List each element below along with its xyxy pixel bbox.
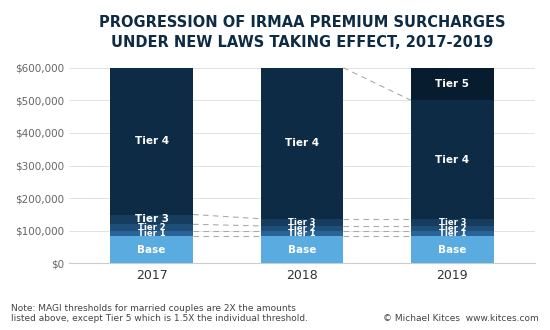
Title: PROGRESSION OF IRMAA PREMIUM SURCHARGES
UNDER NEW LAWS TAKING EFFECT, 2017-2019: PROGRESSION OF IRMAA PREMIUM SURCHARGES … xyxy=(99,15,505,50)
Text: Tier 4: Tier 4 xyxy=(135,136,169,146)
Text: Tier 5: Tier 5 xyxy=(435,79,469,89)
Bar xyxy=(261,226,343,231)
Bar xyxy=(411,226,494,231)
Bar xyxy=(111,214,193,224)
Text: Tier 3: Tier 3 xyxy=(288,218,316,227)
Bar xyxy=(111,224,193,231)
Text: Base: Base xyxy=(138,245,166,254)
Bar xyxy=(411,100,494,219)
Text: Tier 2: Tier 2 xyxy=(138,223,166,232)
Text: Tier 1: Tier 1 xyxy=(438,229,466,238)
Bar xyxy=(111,236,193,263)
Bar xyxy=(261,68,343,219)
Bar xyxy=(261,219,343,226)
Text: Note: MAGI thresholds for married couples are 2X the amounts
listed above, excep: Note: MAGI thresholds for married couple… xyxy=(11,304,308,323)
Text: © Michael Kitces  www.kitces.com: © Michael Kitces www.kitces.com xyxy=(383,314,539,323)
Bar xyxy=(411,68,494,100)
Bar xyxy=(411,231,494,236)
Text: Tier 1: Tier 1 xyxy=(288,229,316,238)
Text: Tier 1: Tier 1 xyxy=(138,229,166,238)
Bar xyxy=(111,68,193,214)
Bar xyxy=(411,219,494,226)
Bar xyxy=(411,236,494,263)
Bar xyxy=(261,236,343,263)
Text: Tier 2: Tier 2 xyxy=(288,224,316,233)
Text: Tier 3: Tier 3 xyxy=(438,218,466,227)
Bar xyxy=(261,231,343,236)
Text: Tier 3: Tier 3 xyxy=(135,214,169,224)
Bar xyxy=(111,231,193,236)
Text: Tier 4: Tier 4 xyxy=(285,138,319,148)
Text: Base: Base xyxy=(438,245,466,254)
Text: Tier 2: Tier 2 xyxy=(438,224,466,233)
Text: Tier 4: Tier 4 xyxy=(435,154,469,165)
Text: Base: Base xyxy=(288,245,316,254)
